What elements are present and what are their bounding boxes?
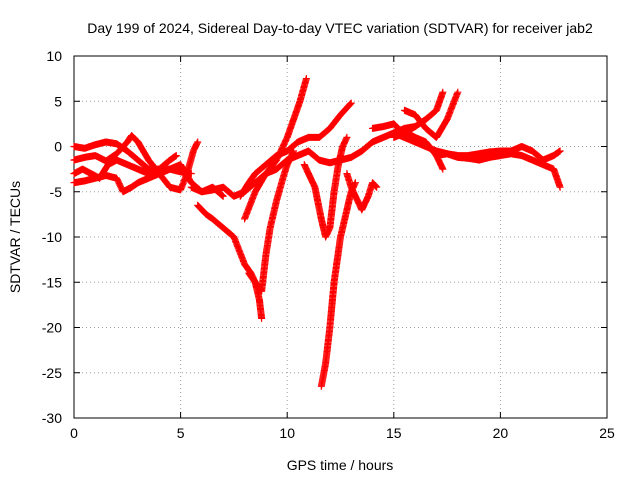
series-trace-q [432, 143, 564, 164]
data-points [245, 147, 298, 295]
series-trace-k [343, 170, 381, 214]
y-tick-label: -10 [42, 229, 62, 245]
series-trace-d [70, 152, 180, 182]
y-tick-label: -5 [50, 184, 63, 200]
data-points [317, 179, 359, 390]
x-axis-label: GPS time / hours [287, 457, 394, 473]
x-tick-label: 20 [493, 425, 509, 441]
y-tick-label: 5 [54, 93, 62, 109]
data-points [70, 152, 180, 182]
y-tick-label: -20 [42, 320, 62, 336]
y-tick-label: -30 [42, 410, 62, 426]
x-tick-label: 0 [70, 425, 78, 441]
y-axis: 10 5 0 -5 -10 -15 -20 -25 -30 [42, 48, 607, 426]
y-tick-label: -15 [42, 274, 62, 290]
x-tick-label: 5 [177, 425, 185, 441]
series-trace-l [187, 123, 419, 200]
y-axis-label: SDTVAR / TECUs [7, 181, 23, 293]
data-points [432, 143, 564, 164]
y-tick-label: 10 [46, 48, 62, 64]
x-axis: 0 5 10 15 20 25 [70, 56, 615, 441]
series-trace-e [194, 201, 266, 322]
x-tick-label: 25 [599, 425, 615, 441]
y-tick-label: -25 [42, 365, 62, 381]
chart-title: Day 199 of 2024, Sidereal Day-to-day VTE… [87, 20, 593, 36]
series-group [70, 75, 564, 390]
data-points [187, 123, 419, 200]
data-points [300, 133, 351, 241]
data-points [194, 201, 266, 322]
series-trace-f [245, 147, 298, 295]
series-trace-j [317, 179, 359, 390]
x-tick-label: 10 [279, 425, 295, 441]
grid [74, 56, 607, 418]
data-points [343, 170, 381, 214]
y-tick-label: 0 [54, 139, 62, 155]
x-tick-label: 15 [386, 425, 402, 441]
series-trace-i [300, 133, 351, 241]
